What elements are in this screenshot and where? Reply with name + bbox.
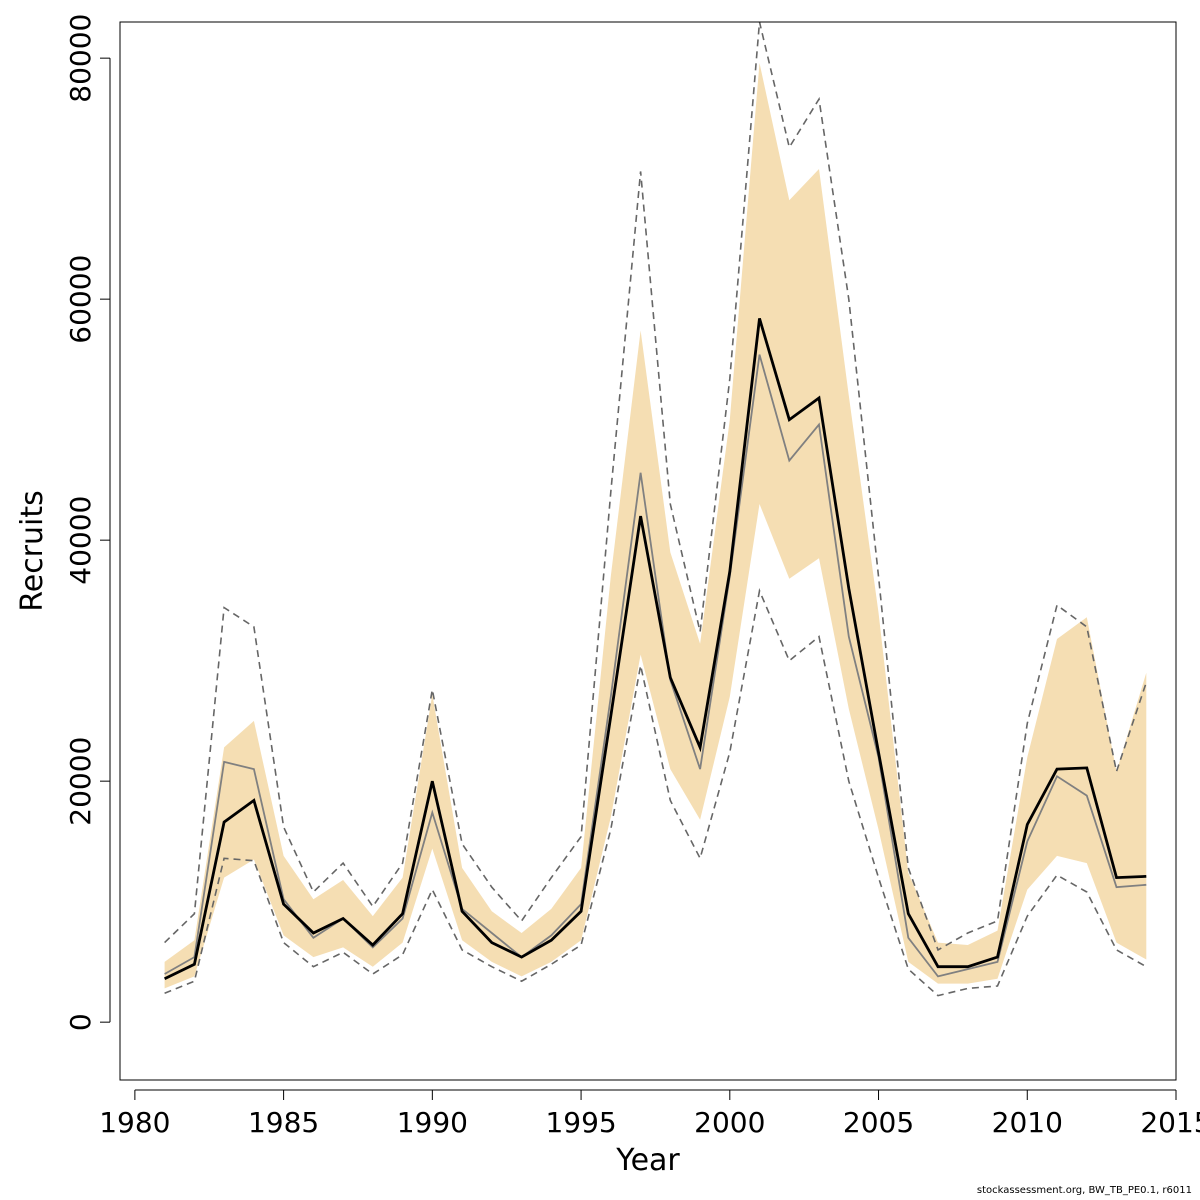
x-tick-label: 1995 [545, 1106, 616, 1139]
grey-series-line [164, 354, 1147, 978]
confidence-band [164, 63, 1147, 989]
plot-area [163, 22, 1148, 997]
y-axis: 0 20000 40000 60000 80000 [64, 14, 111, 1031]
plot-frame [119, 21, 1177, 1081]
y-tick-label: 0 [64, 1013, 97, 1031]
series-layer [163, 22, 1148, 997]
x-axis: 1980 1985 1990 1995 2000 2005 2010 2015 [99, 1089, 1200, 1139]
x-tick-label: 1985 [248, 1106, 319, 1139]
y-tick-label: 20000 [64, 737, 97, 826]
lower-dashed-line [164, 588, 1147, 997]
x-tick-label: 1990 [397, 1106, 468, 1139]
main-series-line [163, 318, 1147, 981]
footer-note: stockassessment.org, BW_TB_PE0.1, r6011 [976, 1185, 1192, 1196]
upper-dashed-line [164, 22, 1148, 952]
y-tick-label: 60000 [64, 255, 97, 344]
x-tick-label: 2015 [1140, 1106, 1200, 1139]
x-tick-label: 2005 [843, 1106, 914, 1139]
y-tick-label: 80000 [64, 14, 97, 103]
y-axis-title: Recruits [15, 490, 50, 612]
x-tick-label: 1980 [99, 1106, 170, 1139]
y-tick-label: 40000 [64, 496, 97, 585]
x-tick-label: 2000 [694, 1106, 765, 1139]
x-tick-label: 2010 [992, 1106, 1063, 1139]
x-axis-title: Year [615, 1143, 680, 1178]
